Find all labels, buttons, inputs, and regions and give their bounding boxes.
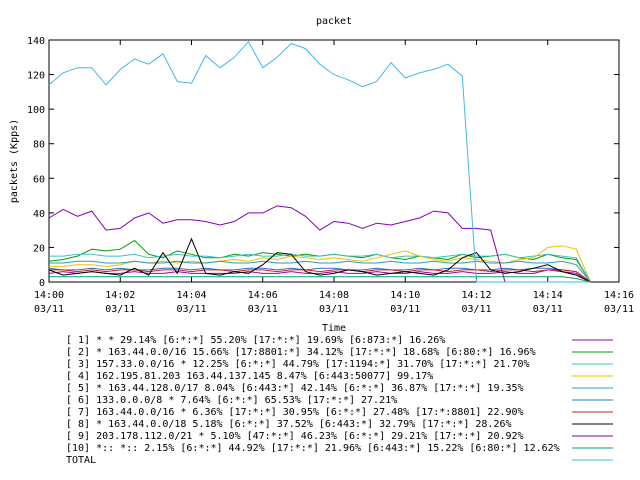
- y-tick-label: 20: [33, 243, 45, 254]
- x-tick-date-label: 03/11: [176, 304, 206, 315]
- x-tick-time-label: 14:02: [105, 290, 135, 301]
- y-tick-label: 60: [33, 174, 45, 185]
- x-tick-time-label: 14:04: [176, 290, 206, 301]
- legend-label-1: [ 1] * * 29.14% [6:*:*] 55.20% [17:*:*] …: [66, 335, 445, 346]
- legend-label-11: TOTAL: [66, 455, 96, 466]
- y-tick-label: 40: [33, 209, 45, 220]
- legend-label-6: [ 6] 133.0.0.0/8 * 7.64% [6:*:*] 65.53% …: [66, 395, 397, 406]
- y-tick-label: 140: [27, 36, 45, 47]
- x-tick-date-label: 03/11: [319, 304, 349, 315]
- legend-label-10: [10] *:: *:: 2.15% [6:*:*] 44.92% [17:*:…: [66, 443, 560, 454]
- legend-label-7: [ 7] 163.44.0.0/16 * 6.36% [17:*:*] 30.9…: [66, 407, 524, 418]
- axis-ticks: 0 20 40 60 80 100 120 140 14:00 03/11 14:02 03/11 14…: [27, 36, 634, 315]
- x-tick-date-label: 03/11: [533, 304, 563, 315]
- series-line-6: [48, 267, 591, 283]
- series-line-2: [48, 239, 591, 283]
- x-tick-time-label: 14:00: [34, 290, 64, 301]
- x-tick-time-label: 14:10: [390, 290, 420, 301]
- x-tick-date-label: 03/11: [34, 304, 64, 315]
- y-axis-label: packets (Kpps): [9, 119, 20, 203]
- x-tick-time-label: 14:08: [319, 290, 349, 301]
- x-tick-date-label: 03/11: [390, 304, 420, 315]
- x-tick-time-label: 14:12: [461, 290, 491, 301]
- chart-title: packet: [316, 16, 352, 27]
- x-tick-date-label: 03/11: [461, 304, 491, 315]
- x-tick-date-label: 03/11: [105, 304, 135, 315]
- series-line-10: [49, 276, 591, 283]
- x-tick-time-label: 14:06: [248, 290, 278, 301]
- plot-frame: [48, 39, 620, 283]
- x-tick-time-label: 14:14: [533, 290, 563, 301]
- legend: [ 1] * * 29.14% [6:*:*] 55.20% [17:*:*] …: [66, 335, 613, 466]
- series-line-8: [48, 237, 591, 283]
- series-line-11: [48, 40, 591, 283]
- legend-label-2: [ 2] * 163.44.0.0/16 15.66% [17:8801:*] …: [66, 347, 536, 358]
- y-tick-label: 120: [27, 71, 45, 82]
- y-tick-label: 80: [33, 140, 45, 151]
- x-tick-time-label: 14:16: [604, 290, 634, 301]
- series-line-3: [49, 253, 591, 283]
- x-axis-label: Time: [322, 323, 346, 334]
- series-lines: [48, 40, 591, 283]
- legend-label-8: [ 8] * 163.44.0.0/18 5.18% [6:*:*] 37.52…: [66, 419, 512, 430]
- x-tick-date-label: 03/11: [248, 304, 278, 315]
- series-line-9: [48, 205, 591, 283]
- y-tick-label: 100: [27, 105, 45, 116]
- x-tick-date-label: 03/11: [604, 304, 634, 315]
- legend-label-9: [ 9] 203.178.112.0/21 * 5.10% [47:*:*] 4…: [66, 431, 524, 442]
- y-tick-label: 0: [39, 278, 45, 289]
- legend-label-5: [ 5] * 163.44.128.0/17 8.04% [6:443:*] 4…: [66, 383, 524, 394]
- legend-label-4: [ 4] 162.195.81.203 163.44.137.145 8.47%…: [66, 371, 433, 382]
- legend-label-3: [ 3] 157.33.0.0/16 * 12.25% [6:*:*] 44.7…: [66, 359, 530, 370]
